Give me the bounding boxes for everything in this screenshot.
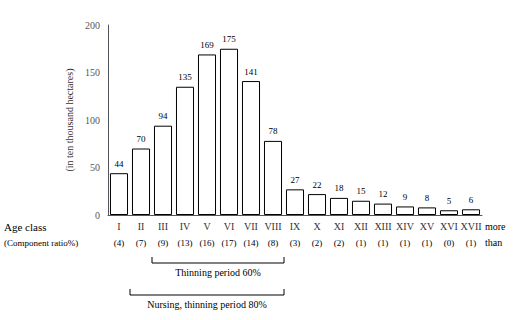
- svg-text:(8): (8): [268, 238, 279, 248]
- svg-text:(1): (1): [400, 238, 411, 248]
- svg-text:(17): (17): [222, 238, 237, 248]
- svg-text:6: 6: [469, 195, 474, 205]
- svg-text:XI: XI: [334, 221, 345, 232]
- svg-text:175: 175: [222, 34, 236, 44]
- svg-text:12: 12: [379, 189, 388, 199]
- svg-text:XVII: XVII: [460, 221, 481, 232]
- svg-text:IV: IV: [180, 221, 191, 232]
- svg-text:(1): (1): [356, 238, 367, 248]
- svg-text:XVI: XVI: [440, 221, 458, 232]
- svg-text:18: 18: [335, 183, 345, 193]
- svg-text:XII: XII: [354, 221, 368, 232]
- svg-text:150: 150: [85, 67, 100, 78]
- svg-text:(0): (0): [444, 238, 455, 248]
- svg-text:(1): (1): [466, 238, 477, 248]
- svg-text:0: 0: [95, 210, 100, 221]
- svg-text:VII: VII: [244, 221, 258, 232]
- svg-text:(1): (1): [422, 238, 433, 248]
- svg-text:5: 5: [447, 196, 452, 206]
- svg-text:(Component ratio%): (Component ratio%): [4, 238, 78, 248]
- svg-text:(9): (9): [158, 238, 169, 248]
- svg-text:IX: IX: [290, 221, 301, 232]
- svg-text:70: 70: [137, 134, 147, 144]
- svg-text:V: V: [203, 221, 211, 232]
- svg-text:XV: XV: [420, 221, 435, 232]
- svg-text:27: 27: [291, 175, 301, 185]
- svg-text:100: 100: [85, 115, 100, 126]
- svg-text:XIII: XIII: [374, 221, 391, 232]
- svg-text:II: II: [138, 221, 145, 232]
- svg-text:(14): (14): [244, 238, 259, 248]
- svg-text:Nursing, thinning period 80%: Nursing, thinning period 80%: [147, 299, 266, 310]
- svg-text:III: III: [158, 221, 168, 232]
- svg-text:135: 135: [178, 72, 192, 82]
- svg-text:VI: VI: [224, 221, 235, 232]
- svg-text:141: 141: [244, 67, 258, 77]
- svg-text:(7): (7): [136, 238, 147, 248]
- svg-text:44: 44: [115, 159, 125, 169]
- svg-text:200: 200: [85, 20, 100, 31]
- svg-text:VIII: VIII: [264, 221, 281, 232]
- svg-text:9: 9: [403, 192, 408, 202]
- svg-text:than: than: [485, 237, 502, 248]
- svg-text:X: X: [313, 221, 321, 232]
- svg-text:more: more: [485, 221, 506, 232]
- svg-text:(1): (1): [378, 238, 389, 248]
- svg-text:8: 8: [425, 193, 430, 203]
- svg-text:(in ten thousand hectares): (in ten thousand hectares): [64, 68, 76, 171]
- svg-text:(2): (2): [334, 238, 345, 248]
- svg-text:Age class: Age class: [4, 221, 46, 233]
- svg-text:(16): (16): [200, 238, 215, 248]
- svg-text:78: 78: [269, 126, 279, 136]
- svg-text:(3): (3): [290, 238, 301, 248]
- svg-text:22: 22: [313, 180, 322, 190]
- svg-text:169: 169: [200, 40, 214, 50]
- svg-text:15: 15: [357, 186, 367, 196]
- svg-text:(13): (13): [178, 238, 193, 248]
- svg-text:XIV: XIV: [396, 221, 415, 232]
- svg-text:50: 50: [90, 162, 100, 173]
- svg-text:I: I: [117, 221, 120, 232]
- svg-text:(2): (2): [312, 238, 323, 248]
- svg-text:Thinning period 60%: Thinning period 60%: [175, 267, 261, 278]
- svg-text:94: 94: [159, 111, 169, 121]
- svg-text:(4): (4): [114, 238, 125, 248]
